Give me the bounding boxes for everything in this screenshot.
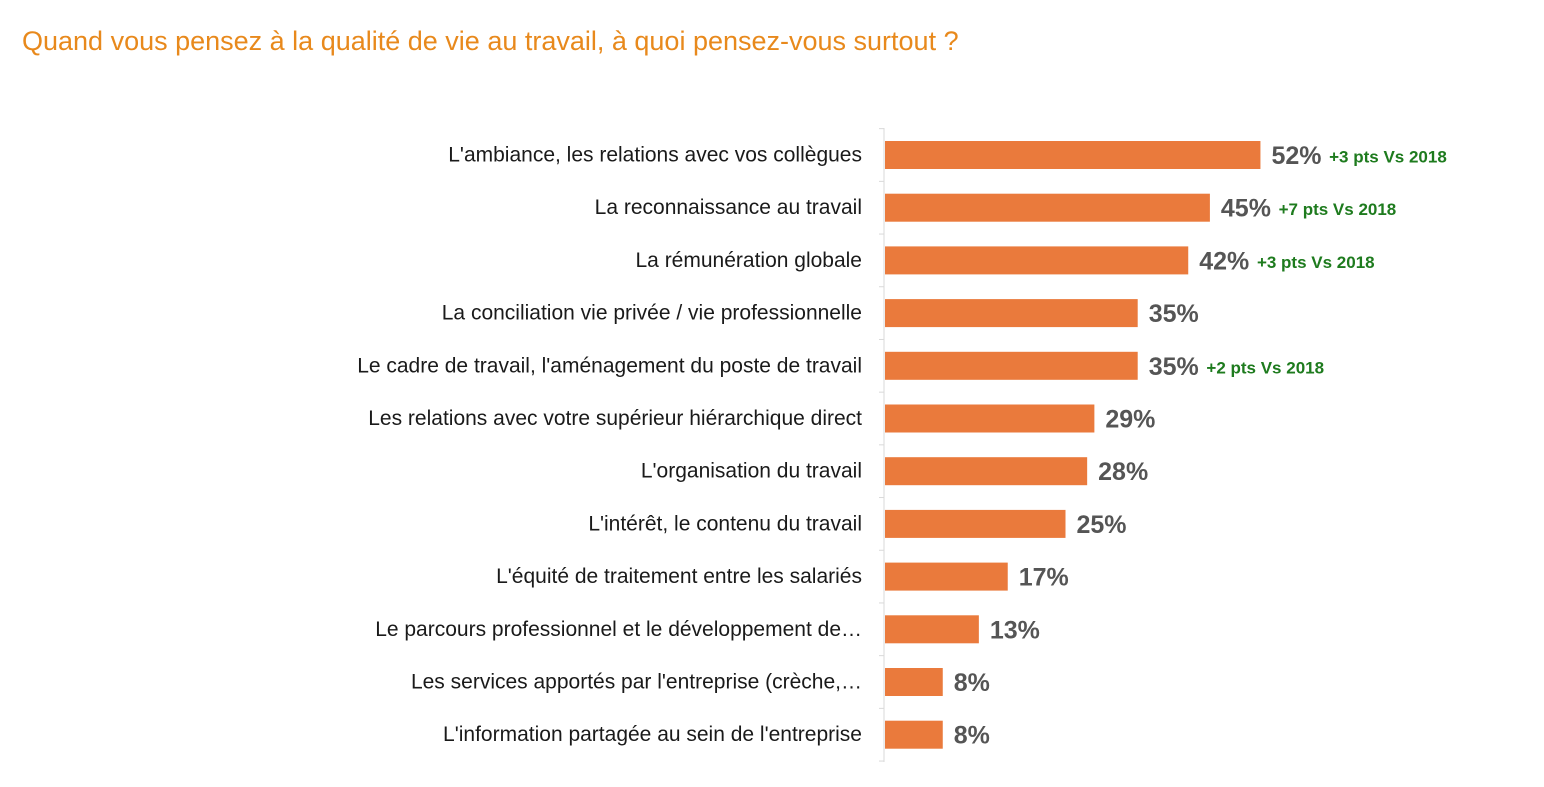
- category-label: Le parcours professionnel et le développ…: [375, 618, 862, 641]
- value-label: 13%: [990, 616, 1040, 644]
- value-label: 45%: [1221, 195, 1271, 223]
- value-label: 8%: [954, 722, 990, 750]
- bar: [885, 299, 1138, 328]
- value-label: 29%: [1105, 406, 1155, 434]
- value-label: 25%: [1077, 511, 1127, 539]
- category-label: Les relations avec votre supérieur hiéra…: [368, 407, 862, 430]
- delta-annotation: +2 pts Vs 2018: [1206, 358, 1324, 377]
- bar: [885, 193, 1210, 222]
- value-label: 35%: [1149, 353, 1199, 381]
- category-label: La conciliation vie privée / vie profess…: [442, 302, 862, 325]
- category-label: L'ambiance, les relations avec vos collè…: [448, 144, 862, 167]
- value-label: 28%: [1098, 458, 1148, 486]
- bar: [885, 668, 943, 696]
- bar: [885, 246, 1189, 275]
- category-label: L'équité de traitement entre les salarié…: [496, 565, 862, 588]
- category-label: Les services apportés par l'entreprise (…: [411, 671, 862, 694]
- bar: [885, 141, 1261, 169]
- category-label: L'information partagée au sein de l'entr…: [443, 723, 862, 746]
- bar: [885, 404, 1095, 433]
- chart-title: Quand vous pensez à la qualité de vie au…: [22, 26, 959, 56]
- category-label: Le cadre de travail, l'aménagement du po…: [357, 354, 862, 377]
- bar: [885, 615, 979, 644]
- value-label: 8%: [954, 669, 990, 697]
- value-label: 42%: [1199, 247, 1249, 275]
- bar: [885, 509, 1066, 538]
- category-label: L'organisation du travail: [641, 460, 862, 483]
- delta-annotation: +3 pts Vs 2018: [1329, 148, 1447, 167]
- category-label: L'intérêt, le contenu du travail: [588, 512, 862, 535]
- delta-annotation: +7 pts Vs 2018: [1279, 200, 1397, 219]
- bar: [885, 562, 1008, 591]
- bar: [885, 351, 1138, 380]
- value-label: 52%: [1271, 142, 1321, 170]
- category-label: La reconnaissance au travail: [595, 196, 862, 219]
- bar: [885, 720, 943, 749]
- category-label: La rémunération globale: [636, 249, 863, 272]
- value-label: 17%: [1019, 564, 1069, 592]
- value-label: 35%: [1149, 300, 1199, 328]
- delta-annotation: +3 pts Vs 2018: [1257, 253, 1375, 272]
- bar: [885, 457, 1088, 486]
